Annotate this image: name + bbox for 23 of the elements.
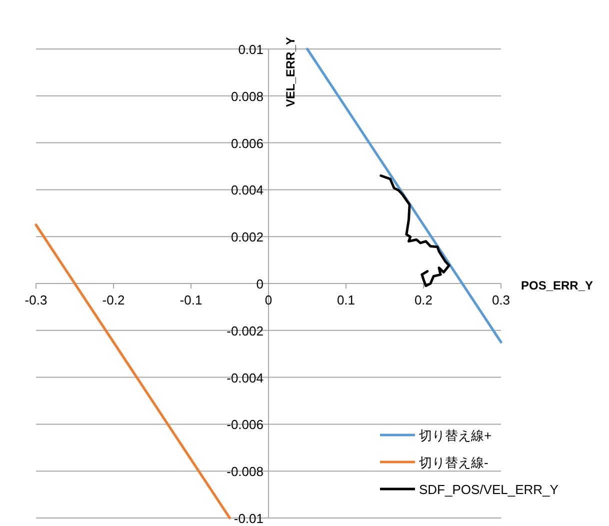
y-tick-label: 0.004 <box>230 182 264 198</box>
y-tick-label: 0.002 <box>230 230 264 245</box>
y-tick-label: -0.01 <box>234 511 264 526</box>
y-tick-label: -0.002 <box>226 323 264 338</box>
x-tick-label: 0.2 <box>414 292 433 308</box>
x-axis-title: POS_ERR_Y <box>521 278 594 292</box>
y-tick-label: 0.01 <box>238 42 264 57</box>
line-series <box>380 174 450 288</box>
x-tick-label: 0.3 <box>492 292 510 308</box>
legend-label: SDF_POS/VEL_ERR_Y <box>419 482 559 497</box>
x-tick-label: 0.1 <box>336 292 356 308</box>
y-tick-label: 0.008 <box>230 88 264 104</box>
y-tick-label: 0 <box>256 276 264 292</box>
legend-label: 切り替え線+ <box>419 428 492 443</box>
y-tick-label: -0.008 <box>226 464 264 480</box>
x-tick-label: -0.1 <box>180 292 202 308</box>
legend-label: 切り替え線- <box>419 455 488 470</box>
x-tick-label: -0.2 <box>102 292 125 308</box>
y-tick-label: -0.004 <box>226 370 264 386</box>
y-tick-label: 0.006 <box>230 136 264 151</box>
x-tick-label: -0.3 <box>24 292 48 308</box>
y-axis-title: VEL_ERR_Y <box>284 37 298 108</box>
y-tick-label: -0.006 <box>226 417 264 432</box>
